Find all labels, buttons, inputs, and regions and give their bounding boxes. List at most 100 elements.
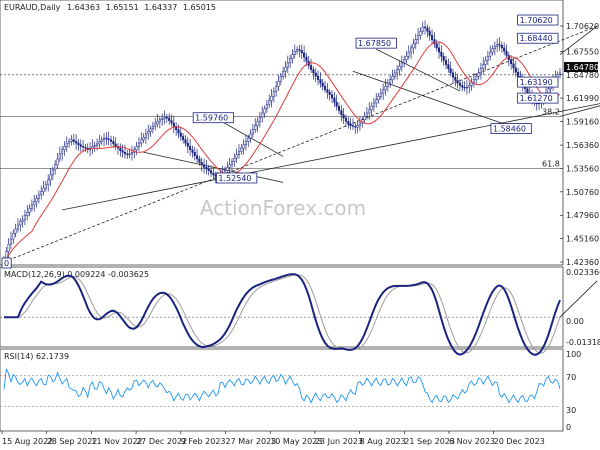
candle-body [114,143,117,147]
candle-body [161,118,164,120]
candle-body [344,117,348,122]
candle-body [158,119,161,122]
candle-body [7,243,10,252]
candle-body [84,147,87,149]
candle-body [54,164,57,171]
price-panel [0,0,564,266]
candle-body [121,150,124,153]
candle-body [49,174,52,181]
candle-body [26,212,29,216]
candle-body [475,76,478,80]
candle-body [384,86,387,90]
candle-body [44,184,47,189]
candle-body [465,86,468,89]
candle-body [312,69,315,74]
candle-body [414,39,417,44]
candle-body [16,224,20,230]
x-tick-label: 21 Sep 2023 [404,437,455,446]
dashed-channel-line [3,25,598,263]
candle-body [82,146,85,148]
candle-body [456,80,459,84]
candle-body [19,221,22,226]
y-tick-label: 1.64780 [566,71,599,80]
candle-body [484,60,487,65]
candle-body [326,89,329,93]
candle-body [486,56,489,61]
candle-body [172,122,175,127]
candle-body [289,58,292,64]
candle-body [363,116,366,120]
candle-body [410,47,413,53]
candle-body [51,169,54,176]
candle-body [405,56,408,60]
candle-body [228,164,231,168]
candle-body [347,121,350,125]
rsi-tick-30: 30 [566,406,576,415]
candle-body [435,43,438,49]
y-tick-label: 1.53560 [566,164,599,173]
candle-body [170,120,173,124]
candle-body [351,125,355,127]
rsi-panel [0,348,564,432]
candle-body [340,110,343,115]
price-label: 1.58460 [493,125,526,134]
candle-body [396,69,399,74]
candle-body [479,68,482,74]
candle-body [42,187,45,192]
candle-body [365,112,368,117]
candle-body [9,238,13,245]
candle-body [207,168,210,171]
candle-body [335,101,338,107]
candle-body [337,106,341,111]
y-tick-label: 1.70620 [566,22,599,31]
fib-level-label: 61.8 [542,159,560,168]
rsi-tick-100: 100 [566,350,581,359]
candle-body [510,59,513,65]
price-label: 1.63190 [520,78,553,87]
candle-body [498,44,501,46]
price-label: 1.68440 [520,34,553,43]
candle-body [109,139,113,142]
candle-body [458,82,462,86]
candle-body [102,137,106,141]
candle-body [282,71,285,77]
candle-body [417,35,420,40]
candle-body [493,45,496,49]
candle-body [356,125,359,128]
rsi-tick-70: 70 [566,373,576,382]
candle-body [144,133,147,138]
moving-average-line [3,41,561,263]
candle-body [33,201,36,206]
price-label-box [355,37,397,49]
candle-body [186,142,189,147]
candle-body [342,114,345,119]
candle-body [156,121,159,125]
candle-body [505,50,508,56]
candle-body [270,96,273,101]
candle-body [382,89,385,94]
price-label-box [192,112,234,124]
price-label: 0 [4,259,9,268]
candle-body [182,136,185,141]
candle-body [433,39,436,44]
candle-body [205,167,208,170]
candle-body [209,170,213,174]
y-tick-label: 1.47960 [566,211,599,220]
candle-body [496,44,499,47]
candle-body [23,215,26,221]
candle-body [100,139,103,142]
x-tick-label: 23 Jun 2023 [315,437,363,446]
candle-body [142,136,145,141]
candle-body [517,71,520,77]
candle-body [468,85,471,88]
candle-body [314,72,317,77]
candle-body [21,219,24,222]
rsi-tick-0: 0 [566,423,571,432]
candle-body [296,49,299,52]
candle-body [421,26,424,32]
macd-tick-top: 0.023366 [566,268,600,277]
candle-body [330,94,334,99]
candle-body [198,158,201,163]
candle-body [349,123,352,126]
candle-body [203,164,206,168]
